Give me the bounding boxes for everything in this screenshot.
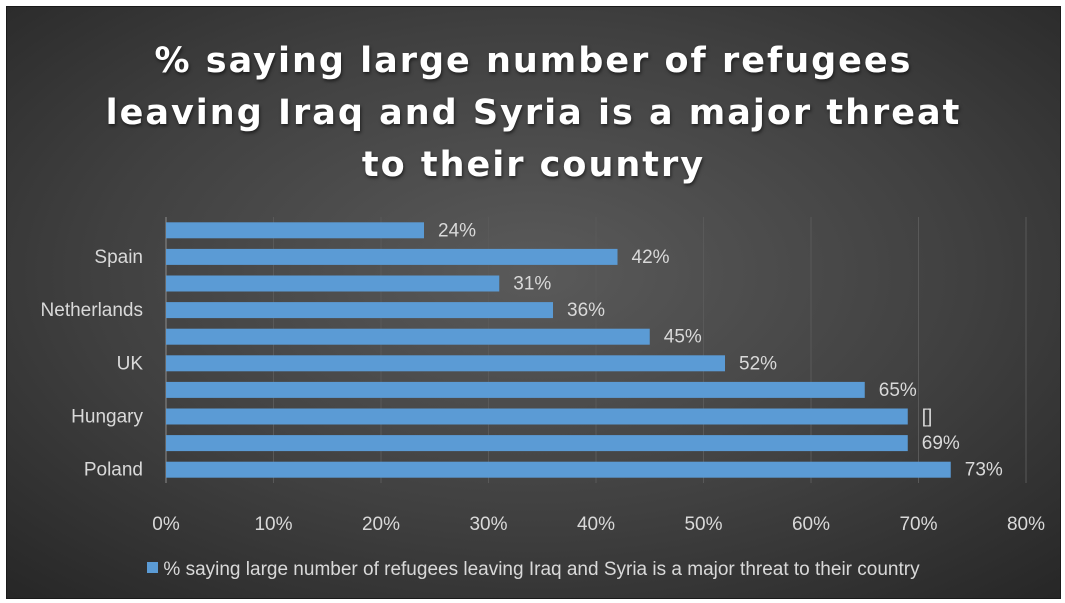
y-tick-label: UK [117,353,144,374]
data-label: 45% [664,327,702,348]
bar [166,248,618,265]
x-tick-label: 50% [684,514,722,535]
x-tick-label: 20% [362,514,400,535]
y-tick-label: Netherlands [41,300,143,321]
bar [166,328,650,345]
y-tick-label: Spain [94,247,143,268]
x-tick-label: 70% [899,514,937,535]
chart-title-line-1: % saying large number of refugees [154,41,913,81]
data-label: 42% [632,247,670,268]
x-tick-label: 60% [792,514,830,535]
bar [166,355,725,372]
bar [166,435,908,452]
data-label: 36% [567,300,605,321]
data-label: 52% [739,353,777,374]
chart-title: % saying large number of refugees leavin… [67,35,1000,191]
x-tick-label: 10% [254,514,292,535]
plot-area: 0% 10% 20% 30% 40% 50% 60% 70% 80% 24% 42% Spain 31%… [41,217,1045,535]
x-tick-label: 80% [1007,514,1045,535]
data-label: 73% [965,460,1003,481]
chart-title-line-3: to their country [361,145,706,185]
x-tick-label: 40% [577,514,615,535]
data-label: 24% [438,220,476,241]
data-label: [] [922,407,933,428]
bar [166,461,951,478]
y-tick-label: Poland [84,460,143,481]
legend-swatch [147,562,159,574]
bar [166,381,865,398]
bar [166,222,424,239]
y-tick-label: Hungary [71,407,143,428]
data-label: 31% [513,274,551,295]
chart-title-line-2: leaving Iraq and Syria is a major threat [105,93,962,133]
chart-area: % saying large number of refugees leavin… [6,6,1061,599]
x-tick-label: 0% [152,514,180,535]
x-tick-label: 30% [469,514,507,535]
bar [166,408,908,425]
bar [166,275,500,292]
bar [166,302,553,319]
legend: % saying large number of refugees leavin… [7,559,1060,581]
data-label: 65% [879,380,917,401]
data-label: 69% [922,433,960,454]
legend-label: % saying large number of refugees leavin… [163,559,920,580]
